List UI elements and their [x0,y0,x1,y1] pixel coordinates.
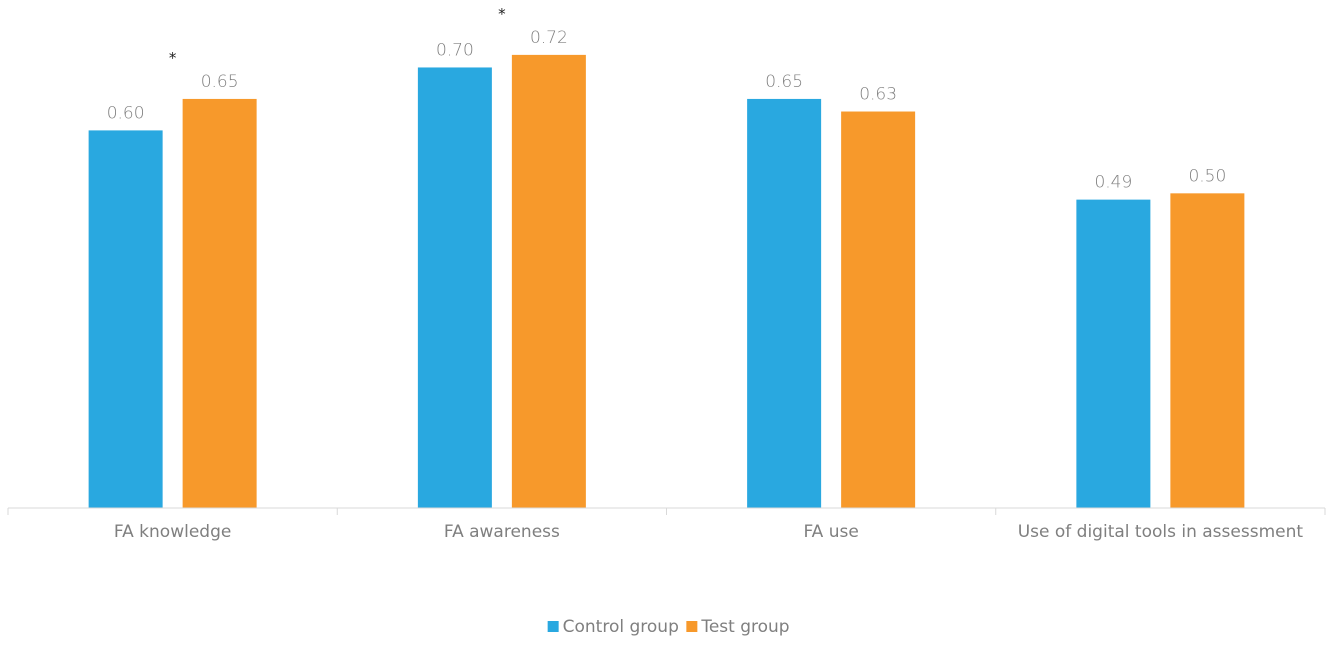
legend-swatch-test [686,621,698,632]
bar-control-2 [747,98,822,508]
bar-control-3 [1076,199,1151,509]
value-label-control-0: 0.60 [107,103,145,123]
bar-control-0 [88,130,163,508]
annotations-layer: ** [169,5,506,67]
significance-marker-0: * [169,49,177,67]
significance-marker-1: * [498,5,506,23]
bar-test-1 [511,54,586,508]
legend-swatch-control [547,621,559,632]
value-label-control-1: 0.70 [436,40,474,60]
value-label-test-3: 0.50 [1188,166,1226,186]
value-label-control-3: 0.49 [1094,173,1132,193]
legend-label-control: Control group [563,617,679,637]
bar-test-0 [182,98,257,508]
value-label-control-2: 0.65 [765,72,803,92]
legend-label-test: Test group [700,617,789,637]
bar-test-2 [841,111,916,509]
category-label-3: Use of digital tools in assessment [1018,522,1304,542]
category-label-0: FA knowledge [114,522,231,542]
category-label-2: FA use [803,522,858,542]
value-label-test-0: 0.65 [201,72,239,92]
bar-test-3 [1170,193,1245,509]
value-labels-layer: 0.60 0.65 0.70 0.72 0.65 0.63 0.49 0.50 [107,28,1227,193]
x-axis: FA knowledge FA awareness FA use Use of dig… [7,507,1326,542]
legend: Control group Test group [547,617,790,637]
value-label-test-2: 0.63 [859,85,897,105]
category-label-1: FA awareness [444,522,560,542]
bar-control-1 [417,67,492,508]
value-label-test-1: 0.72 [530,28,568,48]
bars-layer [88,54,1245,509]
